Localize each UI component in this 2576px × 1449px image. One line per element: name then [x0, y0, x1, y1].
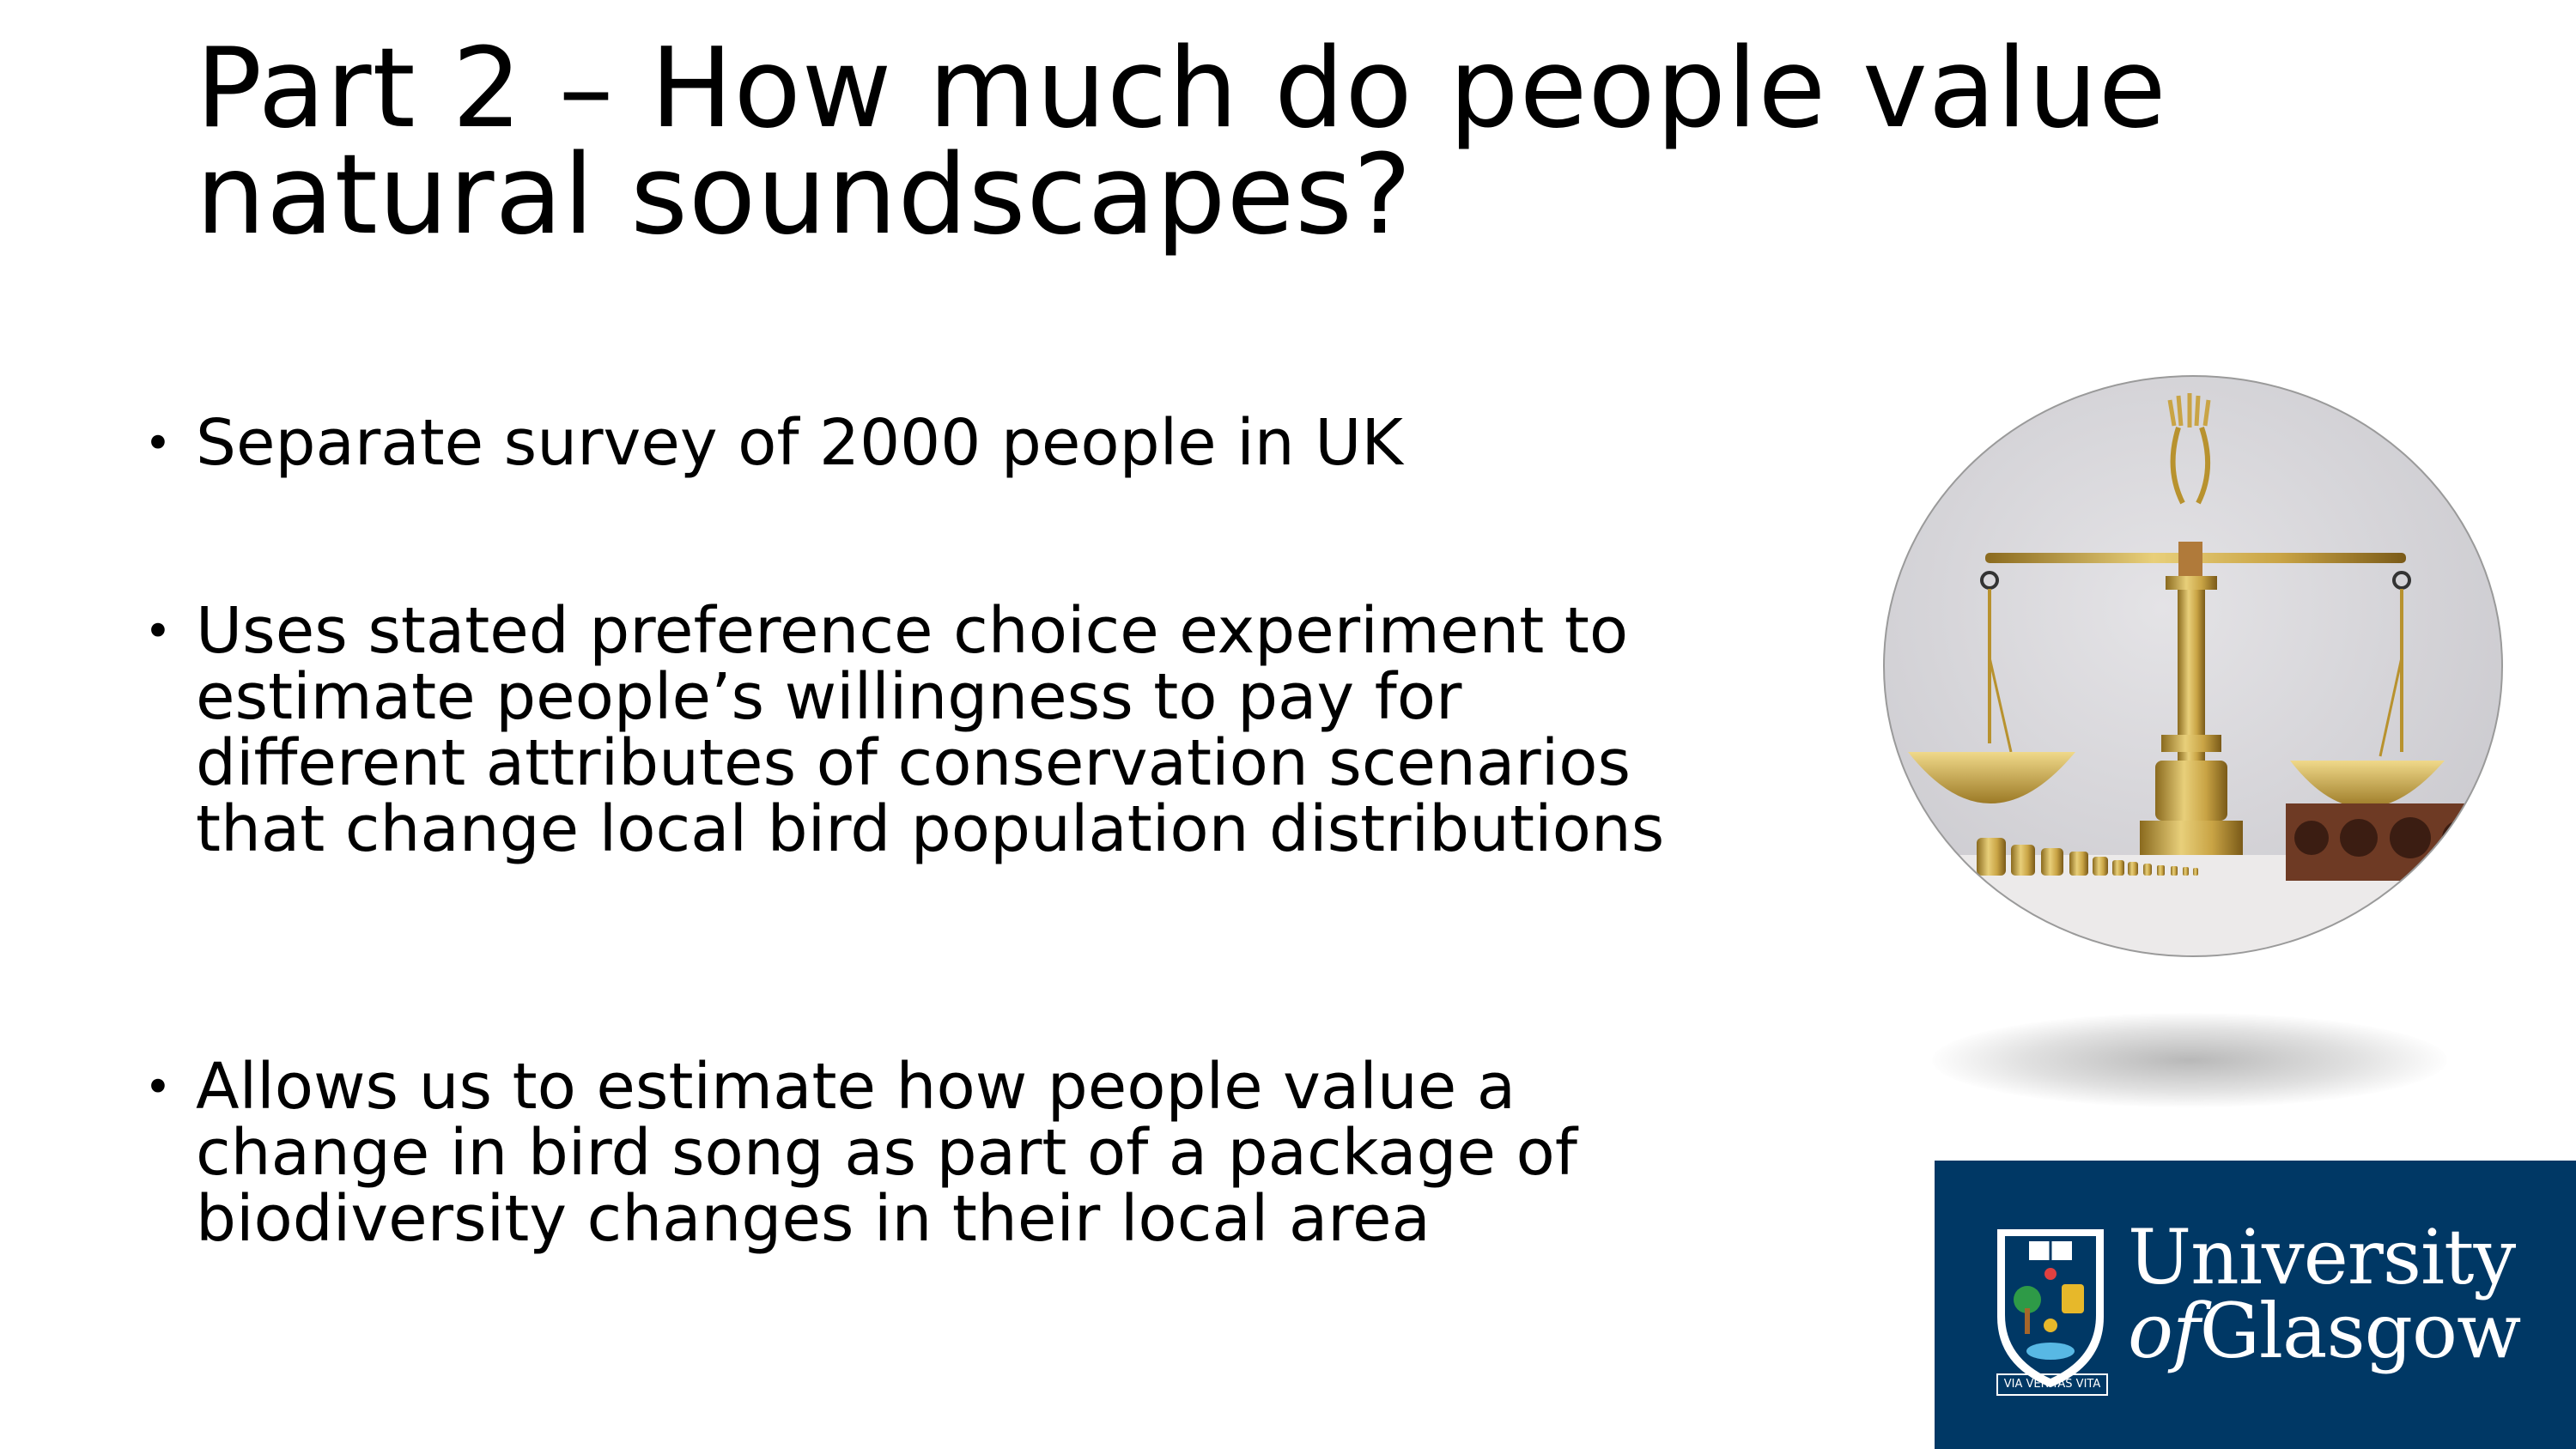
balance-scale-icon	[1883, 375, 2503, 957]
university-name: University ofGlasgow	[2128, 1220, 2521, 1375]
crest-icon	[1997, 1229, 2104, 1388]
bullet-dot: •	[144, 1060, 172, 1114]
bullet-dot: •	[144, 416, 172, 470]
image-shadow	[1932, 1013, 2447, 1107]
bullet-dot: •	[144, 604, 172, 658]
bullet-text: Separate survey of 2000 people in UK	[196, 406, 1403, 480]
balance-scale-image	[1882, 374, 2505, 958]
bullet-text: Uses stated preference choice experiment…	[196, 594, 1665, 866]
university-logo: VIA VERITAS VITA University ofGlasgow	[1935, 1161, 2576, 1449]
bullet-text: Allows us to estimate how people value a…	[196, 1050, 1577, 1256]
motto-label: VIA VERITAS VITA	[1996, 1373, 2108, 1396]
university-name-line2: ofGlasgow	[2128, 1287, 2521, 1375]
university-name-line1: University	[2128, 1213, 2516, 1301]
slide-title: Part 2 – How much do people value natura…	[196, 25, 2167, 259]
